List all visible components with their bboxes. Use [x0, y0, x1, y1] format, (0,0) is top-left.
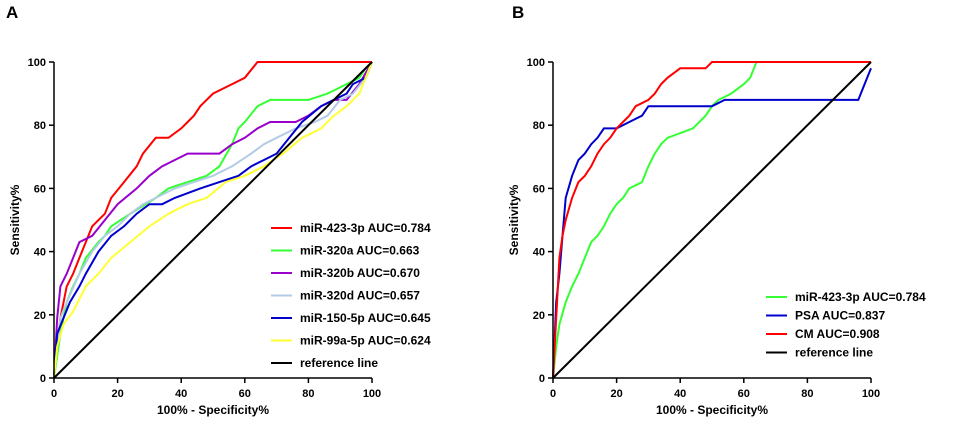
legend: miR-423-3p AUC=0.784 PSA AUC=0.837 CM AUC=…: [766, 290, 926, 360]
legend-label-reference-line: reference line: [300, 356, 378, 370]
legend-label-mir-423-3p-auc-0-784: miR-423-3p AUC=0.784: [300, 221, 431, 235]
legend-label-reference-line: reference line: [795, 346, 873, 360]
legend-label-mir-150-5p-auc-0-645: miR-150-5p AUC=0.645: [300, 311, 431, 325]
legend-label-mir-320b-auc-0-670: miR-320b AUC=0.670: [300, 266, 420, 280]
panel-label: A: [6, 3, 18, 22]
y-tick-label: 80: [533, 120, 545, 132]
x-tick-label: 0: [550, 388, 556, 400]
legend-label-mir-423-3p-auc-0-784: miR-423-3p AUC=0.784: [795, 290, 926, 304]
y-tick-label: 0: [539, 373, 545, 385]
x-tick-label: 40: [674, 388, 686, 400]
y-tick-label: 100: [28, 57, 46, 69]
series-line-mir-150-5p-auc-0-645: [53, 61, 373, 379]
series-line-cm-auc-0-908: [552, 61, 871, 379]
x-tick-label: 100: [862, 388, 880, 400]
series-line-mir-423-3p-auc-0-784: [552, 61, 871, 379]
y-axis-label: Sensitivity%: [8, 184, 22, 255]
y-tick-label: 60: [34, 183, 46, 195]
series-line-mir-320d-auc-0-657: [53, 61, 373, 379]
x-axis-label: 100% - Specificity%: [656, 403, 768, 417]
panel-label: B: [512, 3, 524, 22]
panel-b: B 0 20 40 60 80 100 0 20 40 60 80 100 100% - Specific…: [507, 3, 926, 417]
panel-a: A 0 20 40 60 80 100 0 20 40 60 80 100 100% - Specific…: [6, 3, 431, 417]
series-group: [552, 61, 872, 379]
y-tick-label: 40: [533, 247, 545, 259]
series-line-reference-line: [552, 61, 872, 379]
series-line-reference-line: [53, 61, 373, 379]
legend: miR-423-3p AUC=0.784 miR-320a AUC=0.663 mi…: [271, 221, 431, 370]
legend-label-psa-auc-0-837: PSA AUC=0.837: [795, 309, 885, 323]
x-tick-label: 20: [610, 388, 622, 400]
x-axis-label: 100% - Specificity%: [157, 403, 269, 417]
x-tick-label: 60: [239, 388, 251, 400]
series-line-mir-423-3p-auc-0-784: [53, 61, 372, 379]
x-tick-label: 80: [801, 388, 813, 400]
y-tick-label: 20: [533, 310, 545, 322]
y-tick-label: 80: [34, 120, 46, 132]
y-axis-label: Sensitivity%: [507, 184, 521, 255]
x-tick-label: 20: [111, 388, 123, 400]
legend-label-mir-99a-5p-auc-0-624: miR-99a-5p AUC=0.624: [300, 334, 431, 348]
legend-label-mir-320d-auc-0-657: miR-320d AUC=0.657: [300, 289, 420, 303]
y-tick-label: 0: [40, 373, 46, 385]
y-tick-label: 60: [533, 183, 545, 195]
x-tick-label: 100: [363, 388, 381, 400]
legend-label-cm-auc-0-908: CM AUC=0.908: [795, 327, 880, 341]
y-tick-label: 20: [34, 310, 46, 322]
legend-label-mir-320a-auc-0-663: miR-320a AUC=0.663: [300, 244, 420, 258]
y-tick-label: 100: [527, 57, 545, 69]
x-tick-label: 80: [302, 388, 314, 400]
x-tick-label: 60: [738, 388, 750, 400]
y-tick-label: 40: [34, 247, 46, 259]
x-tick-label: 0: [51, 388, 57, 400]
series-line-mir-99a-5p-auc-0-624: [53, 61, 373, 379]
series-group: [53, 61, 373, 379]
x-tick-label: 40: [175, 388, 187, 400]
